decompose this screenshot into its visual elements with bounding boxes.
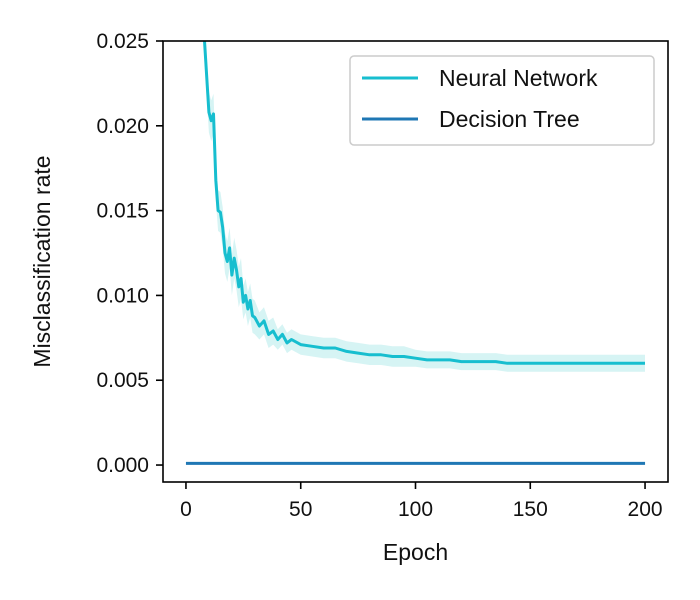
x-axis-ticks: 0 50 100 150 200 — [180, 482, 663, 521]
x-tick-label: 0 — [180, 498, 192, 521]
y-axis-label: Misclassification rate — [29, 155, 55, 367]
y-tick-label: 0.025 — [96, 30, 149, 53]
x-tick-label: 50 — [289, 498, 312, 521]
legend: Neural Network Decision Tree — [349, 55, 655, 146]
legend-label-neural-network: Neural Network — [439, 65, 598, 91]
y-tick-label: 0.010 — [96, 284, 149, 307]
y-tick-label: 0.015 — [96, 200, 149, 223]
x-tick-label: 200 — [628, 498, 663, 521]
y-tick-label: 0.005 — [96, 369, 149, 392]
x-tick-label: 100 — [398, 498, 433, 521]
neural-network-line — [203, 41, 645, 365]
y-tick-label: 0.020 — [96, 115, 149, 138]
y-tick-label: 0.000 — [96, 454, 149, 477]
legend-label-decision-tree: Decision Tree — [439, 106, 580, 132]
plot-area — [185, 41, 646, 465]
x-axis-label: Epoch — [383, 539, 448, 565]
y-axis-ticks: 0.000 0.005 0.010 0.015 0.020 0.025 — [96, 30, 163, 477]
x-tick-label: 150 — [513, 498, 548, 521]
legend-box — [349, 55, 655, 146]
